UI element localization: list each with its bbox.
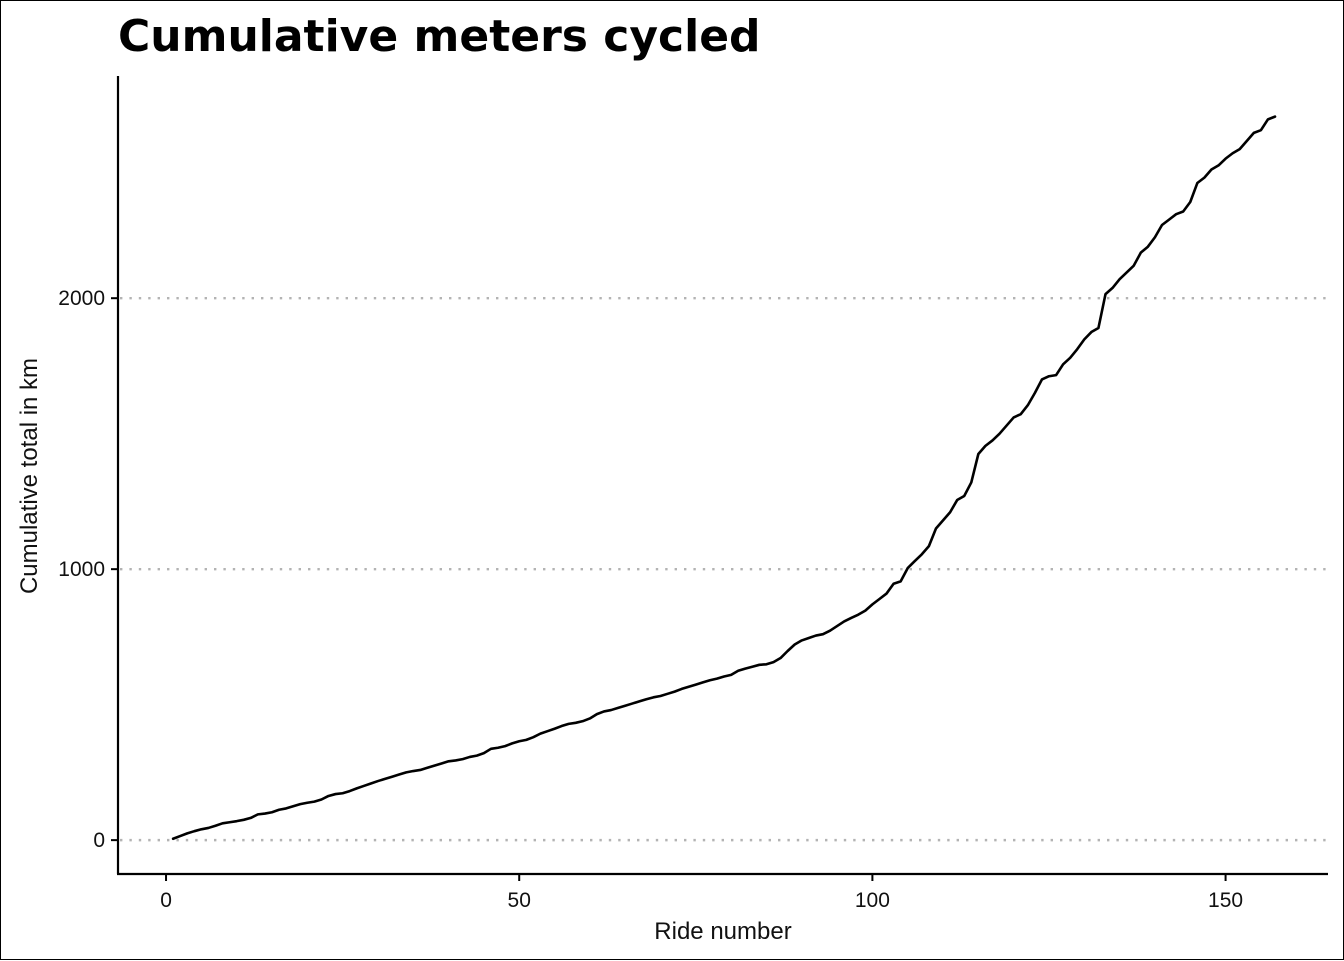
chart-title: Cumulative meters cycled xyxy=(118,11,761,62)
gridlines xyxy=(120,296,1328,842)
y-tick-label: 0 xyxy=(93,829,105,852)
x-tick-label: 50 xyxy=(508,889,531,912)
series-line-cumulative-km xyxy=(171,115,1277,841)
x-tick-label: 100 xyxy=(855,889,890,912)
y-tick-label: 2000 xyxy=(58,287,105,310)
y-axis-ticks: 0 1000 2000 xyxy=(58,287,118,852)
x-axis-ticks: 0 50 100 150 xyxy=(160,874,1243,912)
y-tick-label: 1000 xyxy=(58,558,105,581)
x-axis-label: Ride number xyxy=(654,918,791,945)
y-axis-label: Cumulative total in km xyxy=(16,358,43,594)
x-tick-label: 150 xyxy=(1208,889,1243,912)
x-tick-label: 0 xyxy=(160,889,172,912)
